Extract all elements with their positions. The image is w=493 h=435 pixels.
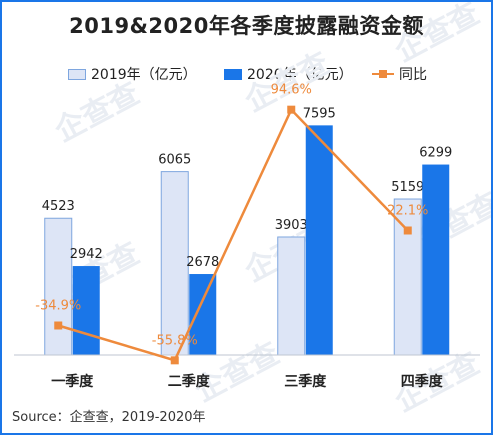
category-label: 四季度 [401,373,444,390]
data-label-2020: 2942 [70,247,103,262]
data-label-2020: 6299 [419,146,452,161]
category-label: 三季度 [284,373,327,390]
yoy-label: 22.1% [387,204,428,219]
bar-2020 [189,274,217,355]
source-note: Source：企查查，2019-2020年 [12,410,206,425]
data-label-2019: 3903 [275,218,308,233]
legend-swatch-2019 [68,68,86,80]
bar-2019 [44,217,73,356]
legend-item-2019: 2019年（亿元） [68,64,197,84]
data-label-2019: 5159 [391,180,424,195]
category-label: 二季度 [168,373,211,390]
chart-title: 2019&2020年各季度披露融资金额 [69,14,424,38]
yoy-marker [54,321,63,330]
bar-2020 [305,125,333,355]
yoy-label: -34.9% [35,299,81,314]
yoy-line [57,107,409,362]
bar-2020 [72,266,100,355]
legend-label-yoy: 同比 [399,67,427,83]
watermark-text: 企查查 [389,2,485,69]
legend-label-2019: 2019年（亿元） [91,67,197,83]
bar-2019 [277,236,306,356]
legend-swatch-2020 [224,68,242,80]
data-label-2019: 6065 [158,153,191,168]
category-label: 一季度 [51,373,94,390]
watermark-text: 企查查 [49,76,145,149]
data-label-2020: 7595 [303,106,336,121]
legend-line-yoy [372,68,394,80]
legend-label-2020: 2020年（亿元） [247,67,353,83]
legend-item-yoy: 同比 [372,64,427,84]
yoy-marker [403,226,412,235]
bar-2019 [160,171,189,356]
bar-2020 [422,164,450,355]
yoy-label: 94.6% [271,83,312,98]
legend-item-2020: 2020年（亿元） [224,64,353,84]
yoy-marker [287,105,296,114]
yoy-marker [170,356,179,365]
yoy-label: -55.8% [152,333,198,348]
chart-legend: 2019年（亿元） 2020年（亿元） 同比 [2,64,491,84]
data-label-2020: 2678 [186,255,219,270]
data-label-2019: 4523 [42,199,75,214]
